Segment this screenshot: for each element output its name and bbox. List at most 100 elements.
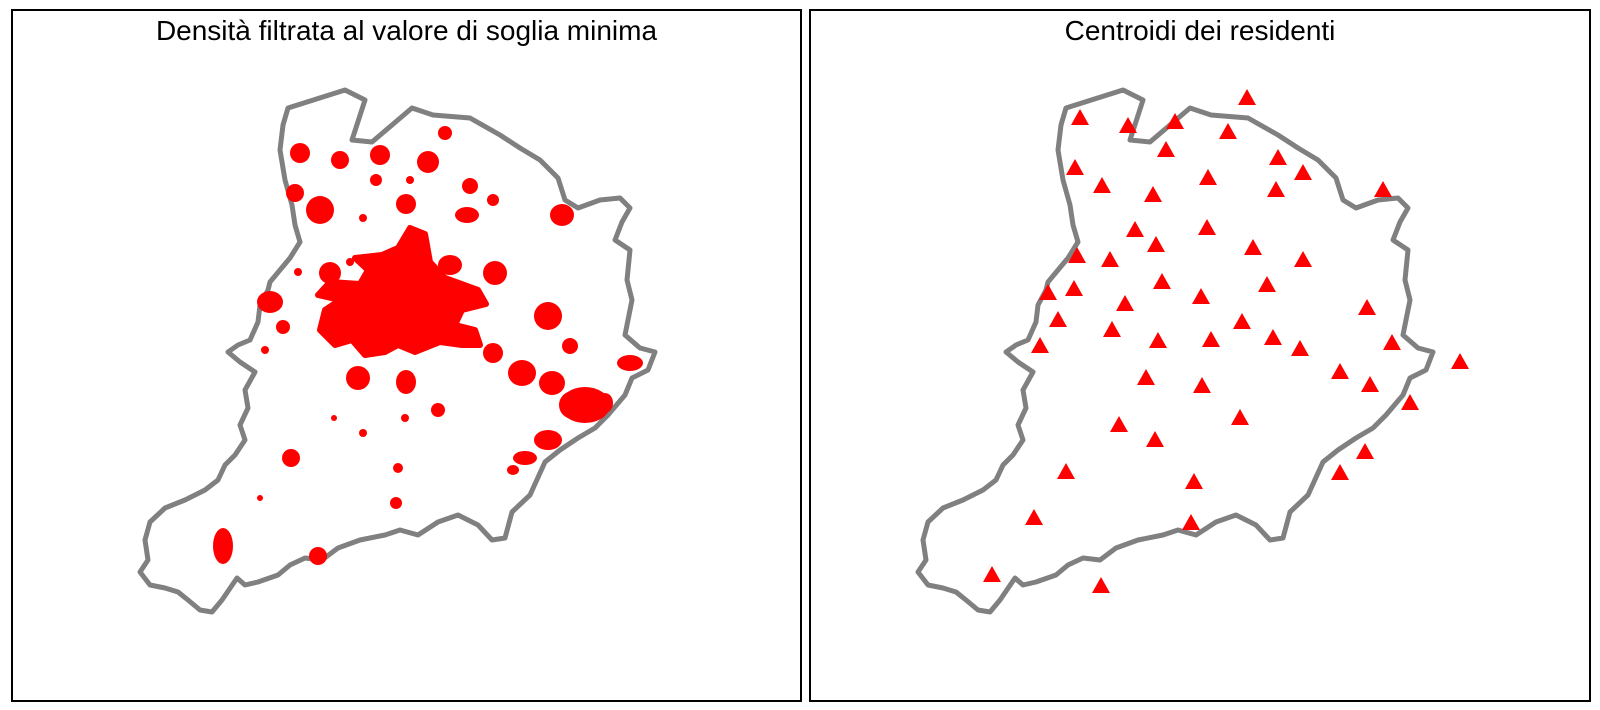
density-blob — [462, 178, 478, 194]
centroid-marker — [1451, 353, 1469, 369]
density-blob — [438, 126, 452, 140]
right-map-canvas — [915, 87, 1469, 615]
density-blob — [534, 302, 562, 330]
centroid-marker — [1331, 464, 1349, 480]
density-blob — [370, 145, 390, 165]
centroid-marker — [1146, 431, 1164, 447]
density-blob — [294, 268, 302, 276]
density-blob — [261, 346, 269, 354]
density-blob — [306, 196, 334, 224]
left-panel-title: Densità filtrata al valore di soglia min… — [155, 15, 658, 46]
centroid-marker — [1103, 321, 1121, 337]
density-blob — [319, 262, 341, 284]
density-blob — [257, 495, 263, 501]
density-blob — [309, 547, 327, 565]
density-blob — [390, 497, 402, 509]
centroid-marker — [1202, 331, 1220, 347]
density-blob — [282, 449, 300, 467]
centroid-marker — [1126, 221, 1144, 237]
centroid-marker — [1361, 376, 1379, 392]
density-blob — [508, 360, 536, 386]
centroid-marker — [1110, 416, 1128, 432]
right-map-panel: Centroidi dei residenti — [809, 9, 1591, 702]
centroid-marker — [1401, 394, 1419, 410]
centroid-marker — [1153, 273, 1171, 289]
centroid-marker — [1192, 288, 1210, 304]
density-blob — [346, 366, 370, 390]
density-blob — [359, 429, 367, 437]
density-blob — [487, 194, 499, 206]
centroid-marker — [1358, 299, 1376, 315]
density-blob — [417, 151, 439, 173]
centroid-marker — [1182, 514, 1200, 530]
centroid-marker — [1025, 509, 1043, 525]
centroid-marker — [1198, 219, 1216, 235]
centroid-marker — [1039, 284, 1057, 300]
centroid-marker — [1199, 169, 1217, 185]
right-panel-title: Centroidi dei residenti — [1064, 15, 1336, 46]
boundary-outline — [915, 87, 1436, 615]
density-blob — [483, 343, 503, 363]
density-blob — [431, 403, 445, 417]
centroid-marker — [1231, 409, 1249, 425]
density-blob — [331, 151, 349, 169]
centroid-marker — [1149, 332, 1167, 348]
centroid-marker — [1294, 164, 1312, 180]
density-blob — [534, 430, 562, 450]
density-blob — [290, 143, 310, 163]
centroid-marker — [1057, 463, 1075, 479]
centroid-marker — [1071, 109, 1089, 125]
centroid-marker — [1291, 340, 1309, 356]
density-core-blob — [315, 225, 489, 358]
centroid-marker — [1144, 186, 1162, 202]
centroid-marker — [1031, 337, 1049, 353]
centroid-layer — [983, 89, 1469, 593]
centroid-marker — [1049, 311, 1067, 327]
centroid-marker — [1119, 117, 1137, 133]
density-blob — [597, 393, 613, 413]
centroid-marker — [1331, 363, 1349, 379]
density-blob — [539, 371, 565, 395]
density-blob — [346, 258, 354, 266]
density-blob — [401, 414, 409, 422]
centroid-marker — [1356, 443, 1374, 459]
centroid-marker — [1068, 247, 1086, 263]
centroid-marker — [1244, 239, 1262, 255]
centroid-marker — [1264, 329, 1282, 345]
centroid-marker — [1193, 377, 1211, 393]
centroid-marker — [1233, 313, 1251, 329]
density-blob — [562, 338, 578, 354]
density-blob — [276, 320, 290, 334]
density-blob — [286, 184, 304, 202]
density-blob — [370, 174, 382, 186]
left-map-panel: Densità filtrata al valore di soglia min… — [11, 9, 802, 702]
centroid-marker — [983, 566, 1001, 582]
density-blob — [483, 261, 507, 285]
centroid-marker — [1267, 181, 1285, 197]
density-blob — [396, 370, 416, 394]
centroid-marker — [1294, 251, 1312, 267]
centroid-marker — [1269, 149, 1287, 165]
boundary-outline — [137, 87, 658, 615]
centroid-marker — [1093, 177, 1111, 193]
centroid-marker — [1185, 473, 1203, 489]
centroid-marker — [1238, 89, 1256, 105]
density-blob — [406, 176, 414, 184]
centroid-marker — [1374, 181, 1392, 197]
centroid-marker — [1092, 577, 1110, 593]
density-blob — [559, 391, 587, 419]
centroid-marker — [1166, 113, 1184, 129]
density-blob — [257, 291, 283, 313]
centroid-marker — [1383, 334, 1401, 350]
centroid-marker — [1258, 276, 1276, 292]
density-blob — [331, 415, 337, 421]
centroid-marker — [1147, 236, 1165, 252]
centroid-marker — [1116, 295, 1134, 311]
centroid-marker — [1219, 123, 1237, 139]
centroid-marker — [1157, 141, 1175, 157]
density-blob — [507, 465, 519, 475]
centroid-marker — [1137, 369, 1155, 385]
centroid-marker — [1066, 159, 1084, 175]
density-blob — [393, 463, 403, 473]
density-blob — [617, 355, 643, 371]
